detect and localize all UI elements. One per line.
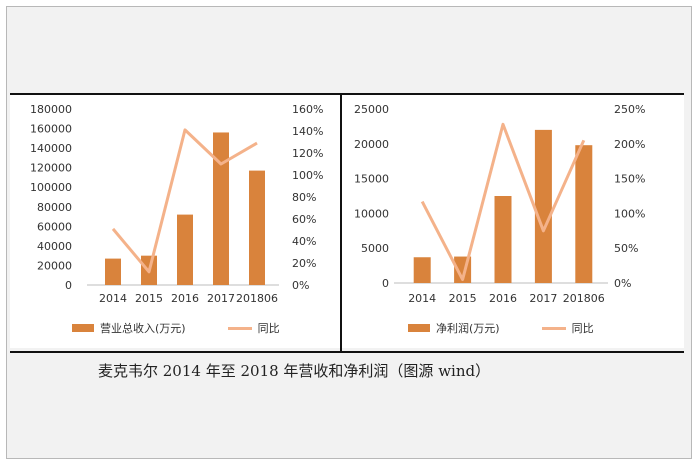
bar [105, 258, 121, 285]
y-left-tick-label: 20000 [37, 259, 72, 272]
y-left-tick-label: 80000 [37, 201, 72, 214]
y-right-tick-label: 50% [614, 242, 638, 255]
x-tick-label: 2015 [135, 292, 163, 305]
y-left-tick-label: 40000 [37, 240, 72, 253]
legend-item-yoy: 同比 [227, 320, 280, 336]
bar [534, 129, 552, 283]
x-tick-label: 2016 [171, 292, 199, 305]
y-left-tick-label: 20000 [354, 138, 389, 151]
bar-swatch [408, 324, 430, 332]
y-left-tick-label: 180000 [30, 103, 72, 116]
net-profit-legend: 净利润(万元) 同比 [408, 320, 594, 336]
bar [249, 170, 265, 285]
y-right-tick-label: 140% [292, 125, 323, 138]
y-right-tick-label: 120% [292, 147, 323, 160]
legend-label-yoy: 同比 [257, 322, 280, 335]
y-left-tick-label: 25000 [354, 103, 389, 116]
y-right-tick-label: 100% [614, 207, 645, 220]
y-right-tick-label: 200% [614, 138, 645, 151]
y-left-tick-label: 15000 [354, 173, 389, 186]
x-tick-label: 201806 [563, 292, 605, 305]
y-right-tick-label: 100% [292, 169, 323, 182]
y-right-tick-label: 0% [292, 279, 309, 292]
middle-divider [340, 93, 342, 353]
y-right-tick-label: 60% [292, 213, 316, 226]
legend-item-yoy: 同比 [541, 320, 594, 336]
line-swatch [227, 326, 252, 330]
bottom-rule [10, 351, 684, 353]
y-left-tick-label: 60000 [37, 220, 72, 233]
bar [177, 214, 193, 285]
y-right-tick-label: 0% [614, 277, 631, 290]
line-swatch [541, 326, 566, 330]
y-left-tick-label: 140000 [30, 142, 72, 155]
y-right-tick-label: 80% [292, 191, 316, 204]
legend-item-net-profit: 净利润(万元) [408, 320, 500, 336]
x-tick-label: 2016 [489, 292, 517, 305]
bar [575, 145, 593, 283]
y-left-tick-label: 0 [382, 277, 389, 290]
x-tick-label: 201806 [236, 292, 278, 305]
y-left-tick-label: 160000 [30, 123, 72, 136]
bar-swatch [72, 324, 94, 332]
figure-caption: 麦克韦尔 2014 年至 2018 年营收和净利润（图源 wind） [98, 362, 491, 380]
charts-panel [10, 93, 684, 348]
x-tick-label: 2017 [529, 292, 557, 305]
y-right-tick-label: 160% [292, 103, 323, 116]
bar [494, 196, 512, 283]
y-right-tick-label: 20% [292, 257, 316, 270]
legend-label-revenue: 营业总收入(万元) [100, 322, 186, 335]
y-left-tick-label: 5000 [361, 242, 389, 255]
x-tick-label: 2017 [207, 292, 235, 305]
x-tick-label: 2014 [408, 292, 436, 305]
bar [213, 132, 229, 285]
legend-item-revenue: 营业总收入(万元) [72, 320, 186, 336]
legend-label-net-profit: 净利润(万元) [436, 322, 500, 335]
top-rule [10, 93, 684, 95]
y-left-tick-label: 100000 [30, 181, 72, 194]
y-right-tick-label: 40% [292, 235, 316, 248]
y-right-tick-label: 150% [614, 173, 645, 186]
x-tick-label: 2015 [449, 292, 477, 305]
bar [413, 257, 431, 283]
y-left-tick-label: 0 [65, 279, 72, 292]
y-left-tick-label: 10000 [354, 207, 389, 220]
y-right-tick-label: 250% [614, 103, 645, 116]
legend-label-yoy: 同比 [571, 322, 594, 335]
revenue-legend: 营业总收入(万元) 同比 [72, 320, 280, 336]
y-left-tick-label: 120000 [30, 162, 72, 175]
x-tick-label: 2014 [99, 292, 127, 305]
